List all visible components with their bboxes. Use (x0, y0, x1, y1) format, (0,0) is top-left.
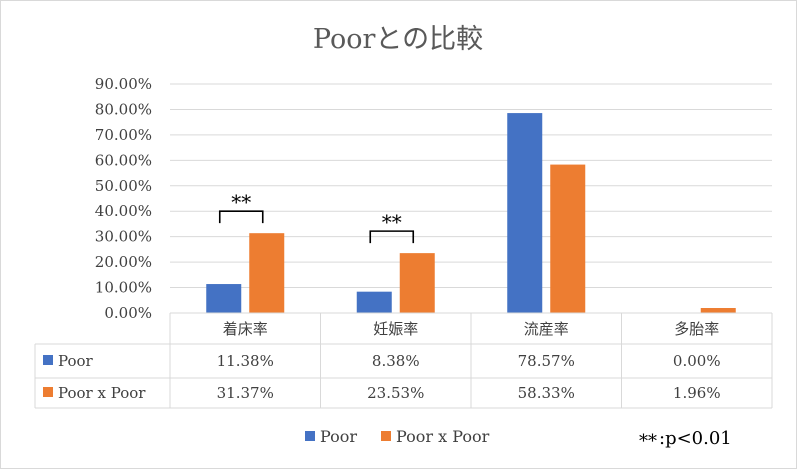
category-label: 着床率 (223, 320, 268, 338)
significance-bracket (218, 210, 264, 224)
significance-label: ** (231, 190, 251, 214)
significance-label: ** (382, 210, 402, 234)
table-series-name: Poor x Poor (58, 384, 146, 402)
chart-title: Poorとの比較 (313, 24, 483, 55)
y-tick-label: 50.00% (95, 177, 152, 195)
bar (356, 291, 392, 313)
bar (206, 284, 242, 313)
legend-swatch (305, 431, 315, 441)
footnote-text: :p<0.01 (659, 428, 732, 449)
legend-swatch (381, 431, 391, 441)
bar (507, 113, 543, 313)
table-cell: 11.38% (217, 352, 274, 370)
category-label: 流産率 (524, 320, 569, 338)
table-cell: 31.37% (217, 384, 274, 402)
bar (399, 253, 435, 313)
y-tick-label: 20.00% (95, 253, 152, 271)
table-series-key (43, 355, 53, 365)
y-tick-label: 80.00% (95, 100, 152, 118)
significance-bracket (369, 230, 415, 244)
bar-layer (206, 113, 736, 313)
y-tick-label: 60.00% (95, 151, 152, 169)
bar (700, 308, 736, 313)
y-tick-label: 30.00% (95, 228, 152, 246)
footnote: ** :p<0.01 (639, 428, 732, 452)
data-table: 着床率 妊娠率 流産率 多胎率 Poor 11.38% 8.38% 78.57% 0.00% Po… (34, 312, 773, 409)
table-cell: 0.00% (673, 352, 721, 370)
y-tick-label: 0.00% (104, 304, 152, 322)
legend-label: Poor x Poor (396, 427, 490, 446)
y-tick-label: 10.00% (95, 279, 152, 297)
table-cell: 8.38% (372, 352, 420, 370)
table-series-key (43, 387, 53, 397)
footnote-mark: ** (639, 431, 657, 452)
significance-layer: ** ** (218, 190, 415, 244)
table-cell: 23.53% (367, 384, 424, 402)
y-tick-label: 90.00% (95, 75, 152, 93)
category-label: 多胎率 (674, 320, 719, 338)
table-cell: 58.33% (518, 384, 575, 402)
bar (249, 233, 285, 313)
category-label: 妊娠率 (373, 320, 418, 338)
bar (550, 164, 586, 313)
legend: Poor Poor x Poor (305, 427, 490, 446)
y-tick-label: 70.00% (95, 126, 152, 144)
table-cell: 1.96% (673, 384, 721, 402)
table-cell: 78.57% (518, 352, 575, 370)
legend-label: Poor (320, 427, 357, 446)
y-tick-label: 40.00% (95, 202, 152, 220)
table-series-name: Poor (58, 352, 94, 370)
